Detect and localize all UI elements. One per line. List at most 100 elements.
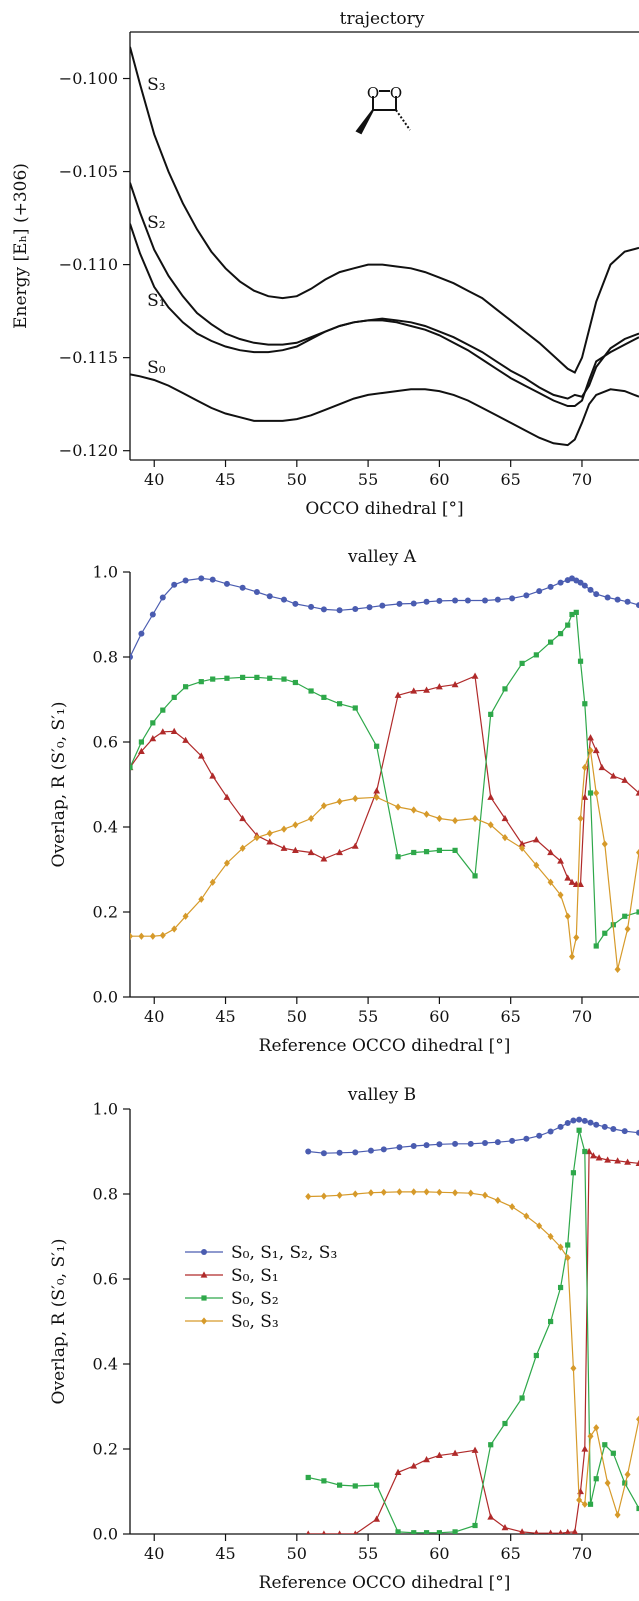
data-point [305,1148,312,1155]
data-point [209,576,216,583]
data-point [464,597,471,604]
data-point [593,591,600,598]
data-point [482,1140,489,1146]
plot-area [305,1116,639,1534]
data-point [130,932,133,940]
data-point [150,720,156,726]
data-point [410,687,418,694]
data-point [587,746,594,755]
data-point [182,912,189,920]
data-point [423,810,430,818]
data-point [570,1364,577,1372]
data-point [589,1152,597,1159]
data-point [523,1212,530,1220]
plot-area [130,46,639,447]
y-tick-label: 0.0 [93,1525,118,1544]
data-point [482,1191,489,1199]
series-line [130,182,639,400]
data-point [576,1127,582,1133]
legend-marker [201,1295,207,1301]
panel-title: valley B [347,1085,416,1105]
data-point [351,842,359,849]
data-point [564,1528,571,1534]
data-point [423,686,430,693]
data-point [564,874,572,881]
data-point [501,814,509,822]
data-point [396,600,403,607]
data-point [471,1446,479,1453]
x-tick-label: 45 [215,1544,235,1563]
data-point [622,913,628,919]
data-point [138,739,145,745]
data-point [308,603,315,610]
axes: 40 45 50 55 60 65 70 0.0 0.2 0.4 0.6 0.8 1.0 [93,1100,639,1563]
series-0 [130,46,639,374]
data-point [614,1511,621,1519]
data-point [593,1476,599,1482]
data-point [353,1530,358,1534]
data-point [614,596,621,603]
data-point [570,1170,577,1176]
data-point [159,931,166,939]
data-point [436,814,443,823]
series-3 [305,1188,639,1519]
data-point [593,943,599,949]
data-point [568,878,576,885]
axes: 40 45 50 55 60 65 70 0.0 0.2 0.4 0.6 0.8 1.0 [93,563,639,1026]
data-point [306,1530,311,1534]
data-point [564,912,571,920]
y-tick-label: 0.4 [93,818,118,837]
data-point [266,838,274,845]
data-point [487,793,495,800]
data-point [610,1450,616,1456]
data-point [171,694,177,700]
atom-label-o1: O [367,84,379,102]
data-point [573,933,580,942]
data-point [281,676,287,682]
data-point [577,814,584,823]
data-point [452,1140,459,1147]
data-point [488,1442,494,1448]
data-point [548,1318,554,1325]
data-point [593,789,600,797]
data-point [149,932,156,940]
atom-label-o2: O [390,84,402,102]
data-point [581,793,589,800]
data-point [159,728,167,735]
x-tick-label: 70 [572,470,592,489]
legend-label: S₀, S₁ [231,1266,279,1286]
data-point [396,1144,403,1151]
y-tick-label: −0.115 [59,348,118,367]
data-point [488,711,494,717]
data-point [138,932,145,940]
plot-area [130,575,639,973]
data-point [198,895,205,903]
data-point [576,1116,583,1123]
data-point [587,1501,594,1507]
data-point [602,930,608,936]
data-point [557,857,564,864]
data-point [598,763,606,771]
data-point [410,1142,417,1149]
x-tick-label: 45 [215,470,235,489]
y-tick-label: −0.110 [59,255,118,274]
data-point [452,1529,458,1534]
data-point [587,790,594,796]
x-tick-label: 60 [429,470,449,489]
y-tick-label: 0.8 [93,1185,118,1204]
data-point [182,577,189,584]
data-point [239,844,246,852]
data-point [624,1470,631,1479]
data-point [352,605,359,612]
data-point [292,600,299,607]
data-point [292,679,298,686]
data-point [396,1188,403,1196]
state-annotation: S₂ [147,213,165,233]
data-point [395,803,402,811]
x-tick-label: 60 [429,1007,449,1026]
y-tick-label: 0.2 [93,903,118,922]
data-point [367,1147,374,1154]
data-point [239,814,247,822]
data-point [320,606,327,613]
